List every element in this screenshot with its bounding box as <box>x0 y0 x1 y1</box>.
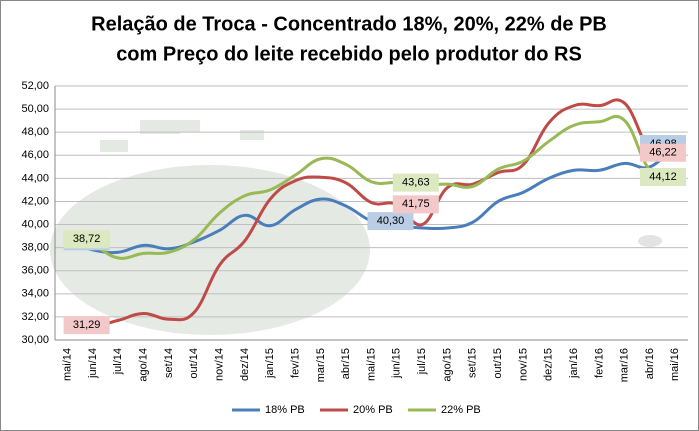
value-label-box <box>367 212 414 231</box>
x-tick-label: fev/16 <box>593 348 605 378</box>
x-tick-label: mai/16 <box>669 348 681 381</box>
x-tick-label: set/15 <box>467 348 479 378</box>
x-tick-label: jan/15 <box>264 348 276 379</box>
chart-title: com Preço do leite recebido pelo produto… <box>116 43 582 65</box>
value-label-box <box>392 173 439 192</box>
value-label: 38,72 <box>73 233 101 245</box>
value-label-box <box>63 230 110 249</box>
value-label: 43,63 <box>402 177 430 189</box>
x-tick-label: fev/15 <box>289 348 301 378</box>
x-tick-label: ago/15 <box>441 348 453 382</box>
y-tick-label: 32,00 <box>21 311 49 323</box>
value-label-box <box>640 167 686 186</box>
value-label-box <box>392 195 439 214</box>
y-tick-label: 34,00 <box>21 288 49 300</box>
value-label: 31,29 <box>73 319 101 331</box>
x-tick-label: jul/14 <box>112 348 124 375</box>
x-tick-label: mai/15 <box>365 348 377 381</box>
y-tick-label: 44,00 <box>21 172 49 184</box>
x-tick-label: mai/14 <box>62 348 74 381</box>
x-tick-label: dez/14 <box>239 348 251 381</box>
y-tick-label: 30,00 <box>21 334 49 346</box>
value-label: 46,22 <box>649 147 677 159</box>
y-tick-label: 40,00 <box>21 218 49 230</box>
x-tick-label: jan/16 <box>568 348 580 379</box>
value-label: 40,30 <box>377 215 405 227</box>
y-tick-label: 46,00 <box>21 149 49 161</box>
value-label-box <box>63 316 110 335</box>
y-tick-label: 48,00 <box>21 126 49 138</box>
y-tick-label: 36,00 <box>21 265 49 277</box>
value-label-box <box>640 143 686 162</box>
legend-label: 18% PB <box>265 404 305 416</box>
x-tick-label: mar/16 <box>619 348 631 382</box>
x-tick-label: jun/15 <box>391 348 403 379</box>
y-tick-label: 42,00 <box>21 195 49 207</box>
legend-label: 22% PB <box>441 404 481 416</box>
x-tick-label: abr/15 <box>340 348 352 379</box>
x-tick-label: jul/15 <box>416 348 428 375</box>
x-tick-label: dez/15 <box>543 348 555 381</box>
x-tick-label: set/14 <box>163 348 175 378</box>
x-tick-label: nov/15 <box>517 348 529 381</box>
chart-title: Relação de Troca - Concentrado 18%, 20%,… <box>91 13 607 35</box>
x-tick-label: jun/14 <box>87 348 99 379</box>
x-tick-label: abr/16 <box>644 348 656 379</box>
y-tick-label: 38,00 <box>21 242 49 254</box>
series-line <box>67 114 676 260</box>
series-line <box>67 98 676 328</box>
watermark <box>50 120 662 335</box>
legend-label: 20% PB <box>353 404 393 416</box>
y-tick-label: 52,00 <box>21 80 49 92</box>
x-tick-label: out/14 <box>188 348 200 379</box>
x-tick-label: mar/15 <box>315 348 327 382</box>
x-tick-label: nov/14 <box>213 348 225 381</box>
x-tick-label: ago/14 <box>138 348 150 382</box>
y-tick-label: 50,00 <box>21 103 49 115</box>
value-label: 44,12 <box>649 171 677 183</box>
value-label: 41,75 <box>402 198 430 210</box>
x-tick-label: out/15 <box>492 348 504 379</box>
